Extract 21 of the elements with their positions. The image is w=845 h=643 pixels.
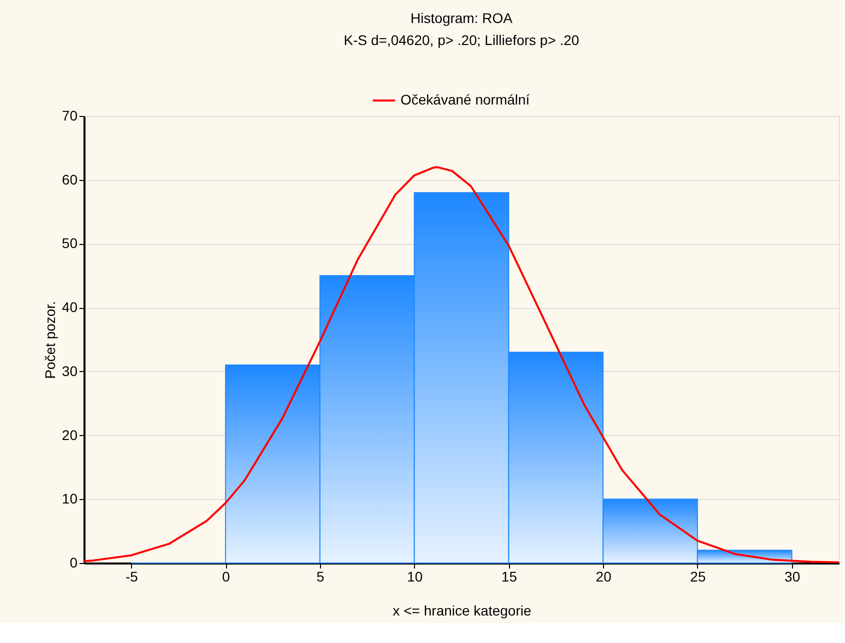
y-tick-label: 20 xyxy=(62,426,78,443)
chart-title: Histogram: ROA xyxy=(410,10,514,26)
x-tick-label: 0 xyxy=(222,568,230,584)
y-tick-label: 0 xyxy=(70,554,78,570)
x-tick-label: -5 xyxy=(125,568,138,584)
y-tick-label: 40 xyxy=(62,299,78,316)
x-tick-label: 30 xyxy=(784,568,800,584)
x-tick-label: 25 xyxy=(690,568,706,584)
y-tick-label: 50 xyxy=(62,235,78,252)
x-tick-label: 5 xyxy=(316,568,325,584)
x-tick-label: 10 xyxy=(407,568,423,584)
legend-label: Očekávané normální xyxy=(400,92,530,108)
y-tick-label: 30 xyxy=(62,362,78,379)
y-tick-label: 60 xyxy=(62,171,78,188)
x-axis-title: x <= hranice kategorie xyxy=(392,602,532,618)
x-tick-label: 15 xyxy=(501,568,518,584)
y-tick-label: 10 xyxy=(62,490,78,507)
y-tick-label: 70 xyxy=(62,108,78,124)
chart-subtitle: K-S d=,04620, p> .20; Lilliefors p> .20 xyxy=(344,32,580,48)
y-axis-title: Počet pozor. xyxy=(42,301,58,379)
x-tick-label: 20 xyxy=(596,568,612,584)
